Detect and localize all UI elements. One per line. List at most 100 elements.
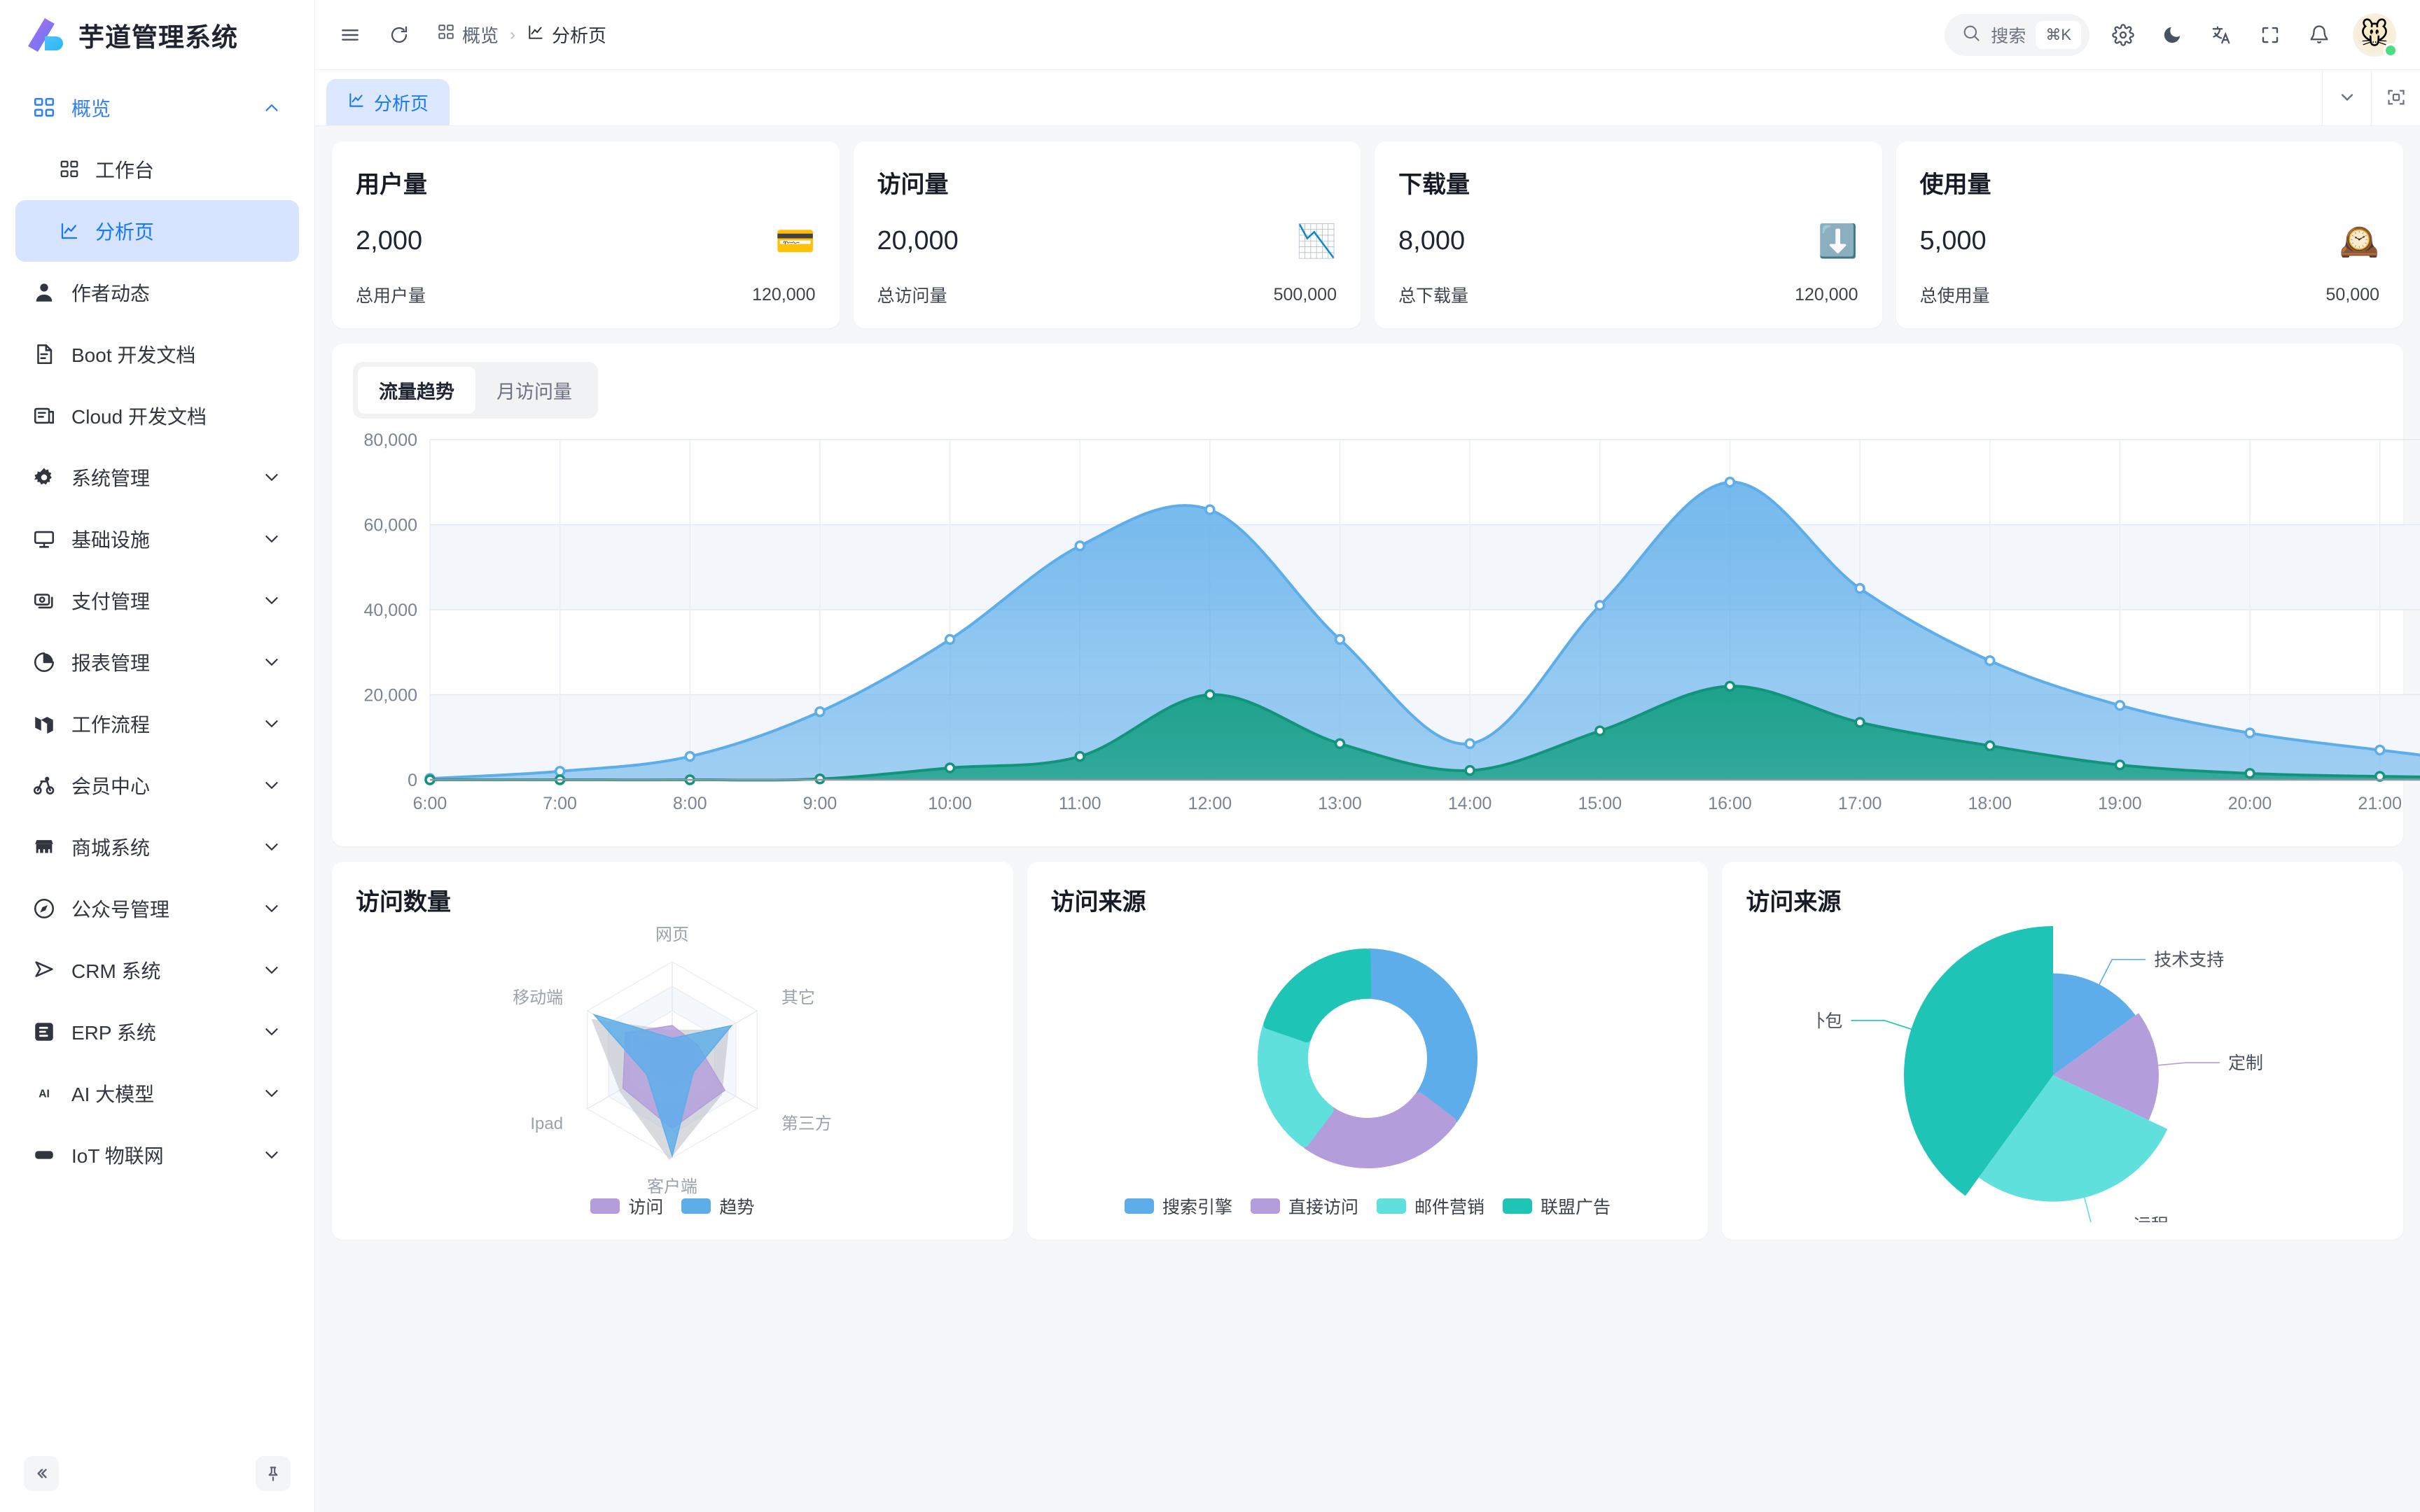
sidebar-item-16[interactable]: AI AI 大模型 [15, 1063, 299, 1124]
stat-card-title: 访问量 [877, 172, 949, 198]
legend-swatch [1124, 1198, 1154, 1214]
sidebar-item-3[interactable]: 作者动态 [15, 262, 299, 323]
sidebar-item-15[interactable]: ERP 系统 [15, 1001, 299, 1063]
chevron-down-icon[interactable] [261, 775, 282, 796]
stat-card-total-label: 总下载量 [1398, 286, 1469, 306]
svg-text:12:00: 12:00 [1188, 794, 1232, 813]
bottom-chart-row: 访问数量 网页 其它 第三方 客户端 Ipad 移动端 访问 趋势 访问来源 搜索引擎 直接访… [332, 862, 2404, 1240]
stat-card-1: 访问量 20,000 📉 总访问量 500,000 [853, 141, 1361, 328]
legend-item-0[interactable]: 访问 [590, 1194, 663, 1219]
legend-item-2[interactable]: 邮件营销 [1377, 1194, 1484, 1219]
sidebar-item-label: 基础设施 [71, 529, 151, 551]
legend-item-1[interactable]: 趋势 [681, 1194, 754, 1219]
collapse-sidebar-button[interactable] [24, 1456, 59, 1491]
sidebar-item-label: Boot 开发文档 [71, 344, 196, 366]
sidebar-item-label: 商城系统 [71, 837, 151, 859]
hamburger-icon[interactable] [335, 20, 366, 50]
stat-card-3: 使用量 5,000 🕰️ 总使用量 50,000 [1896, 141, 2403, 328]
fullscreen-icon[interactable] [2255, 20, 2286, 50]
chevron-down-icon[interactable] [2322, 69, 2371, 125]
sidebar-item-5[interactable]: Cloud 开发文档 [15, 385, 299, 447]
sidebar-item-17[interactable]: IoT 物联网 [15, 1124, 299, 1186]
panel-title: 访问数量 [356, 889, 451, 916]
traffic-trend-panel: 流量趋势 月访问量 0 20,000 40,000 60,000 80,000 6:00 7… [332, 344, 2420, 846]
traffic-tab-group: 流量趋势 月访问量 [353, 362, 598, 419]
stat-card-total-value: 50,000 [2325, 284, 2379, 304]
avatar[interactable]: 🐭 [2353, 13, 2398, 57]
bell-icon[interactable] [2304, 20, 2335, 50]
svg-text:Ipad: Ipad [531, 1114, 564, 1133]
panel-title: 访问来源 [1746, 889, 1842, 916]
sidebar-item-7[interactable]: 基础设施 [15, 508, 299, 570]
search-input[interactable]: 搜索 ⌘K [1945, 13, 2089, 56]
legend-swatch [681, 1198, 711, 1214]
user-icon [32, 281, 56, 304]
stat-card-value: 20,000 [877, 225, 959, 255]
breadcrumb-item-analysis[interactable]: 分析页 [527, 22, 606, 48]
stat-card-footer: 总访问量 500,000 [877, 282, 1337, 307]
chevron-down-icon[interactable] [261, 1083, 282, 1104]
svg-text:40,000: 40,000 [364, 601, 417, 620]
stat-card-footer: 总用户量 120,000 [356, 282, 816, 307]
sidebar-item-label: 会员中心 [71, 776, 151, 797]
stat-card-main: 20,000 📉 [877, 225, 1337, 257]
sidebar-item-11[interactable]: 会员中心 [15, 755, 299, 816]
chevron-down-icon[interactable] [261, 713, 282, 734]
refresh-icon[interactable] [384, 20, 415, 50]
pin-icon[interactable] [256, 1456, 291, 1491]
chevron-down-icon[interactable] [261, 1021, 282, 1042]
breadcrumb-item-overview[interactable]: 概览 [437, 22, 499, 48]
svg-text:13:00: 13:00 [1318, 794, 1362, 813]
sidebar-item-label: 工作流程 [71, 714, 151, 736]
legend-swatch [1377, 1198, 1406, 1214]
sidebar-item-4[interactable]: Boot 开发文档 [15, 323, 299, 385]
expand-icon[interactable] [2371, 69, 2420, 125]
legend-item-1[interactable]: 直接访问 [1250, 1194, 1358, 1219]
translate-icon[interactable] [2206, 20, 2237, 50]
sidebar-item-8[interactable]: 支付管理 [15, 570, 299, 631]
tab-analysis[interactable]: 分析页 [326, 79, 450, 125]
chevron-down-icon[interactable] [261, 467, 282, 488]
sidebar-item-14[interactable]: CRM 系统 [15, 939, 299, 1001]
analytics-icon [347, 91, 366, 114]
sidebar-item-2[interactable]: 分析页 [15, 200, 299, 262]
svg-text:8:00: 8:00 [673, 794, 707, 813]
piechart-icon [32, 650, 56, 674]
sidebar-item-label: 工作台 [95, 160, 155, 181]
gear-icon[interactable] [2108, 20, 2139, 50]
sidebar-item-6[interactable]: 系统管理 [15, 447, 299, 508]
sidebar-item-label: 系统管理 [71, 468, 151, 489]
tab-monthly-visits[interactable]: 月访问量 [496, 382, 572, 402]
sidebar-item-label: 作者动态 [71, 283, 151, 304]
svg-text:17:00: 17:00 [1838, 794, 1882, 813]
tab-traffic-trend[interactable]: 流量趋势 [358, 367, 475, 414]
chevron-down-icon[interactable] [261, 898, 282, 919]
sidebar-item-13[interactable]: 公众号管理 [15, 878, 299, 939]
chevron-up-icon[interactable] [261, 97, 282, 118]
monitor-icon [32, 527, 56, 551]
stat-card-main: 2,000 💳 [356, 225, 816, 257]
sidebar-item-0[interactable]: 概览 [15, 77, 299, 139]
chevron-down-icon[interactable] [261, 1144, 282, 1166]
chevron-down-icon[interactable] [261, 652, 282, 673]
brand[interactable]: 芋道管理系统 [0, 0, 314, 70]
chevron-down-icon[interactable] [261, 960, 282, 981]
payment-icon [32, 589, 56, 612]
sidebar-item-1[interactable]: 工作台 [15, 139, 299, 200]
chevron-down-icon[interactable] [261, 836, 282, 858]
brand-title: 芋道管理系统 [78, 23, 238, 52]
legend-item-0[interactable]: 搜索引擎 [1124, 1194, 1232, 1219]
sidebar-item-9[interactable]: 报表管理 [15, 631, 299, 693]
radar-chart: 网页 其它 第三方 客户端 Ipad 移动端 [356, 917, 989, 1196]
sidebar-item-label: CRM 系统 [71, 960, 161, 982]
sidebar-item-10[interactable]: 工作流程 [15, 693, 299, 755]
search-icon [1961, 23, 1981, 46]
legend-swatch [1250, 1198, 1280, 1214]
moon-icon[interactable] [2157, 20, 2188, 50]
legend-item-3[interactable]: 联盟广告 [1503, 1194, 1611, 1219]
sidebar-item-12[interactable]: 商城系统 [15, 816, 299, 878]
chevron-down-icon[interactable] [261, 590, 282, 611]
chevron-down-icon[interactable] [261, 528, 282, 550]
sidebar-item-label: 分析页 [95, 221, 155, 243]
